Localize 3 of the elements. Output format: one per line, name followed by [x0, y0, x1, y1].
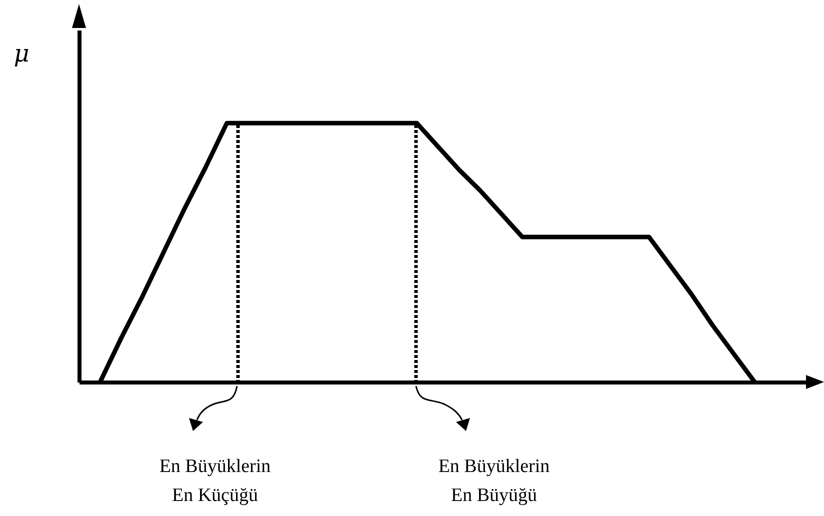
text: En Büyüklerin En Küçüğü [158, 455, 272, 508]
text: En Büyüklerin En Büyüğü [437, 455, 551, 508]
y-axis-title: μ [14, 40, 30, 68]
